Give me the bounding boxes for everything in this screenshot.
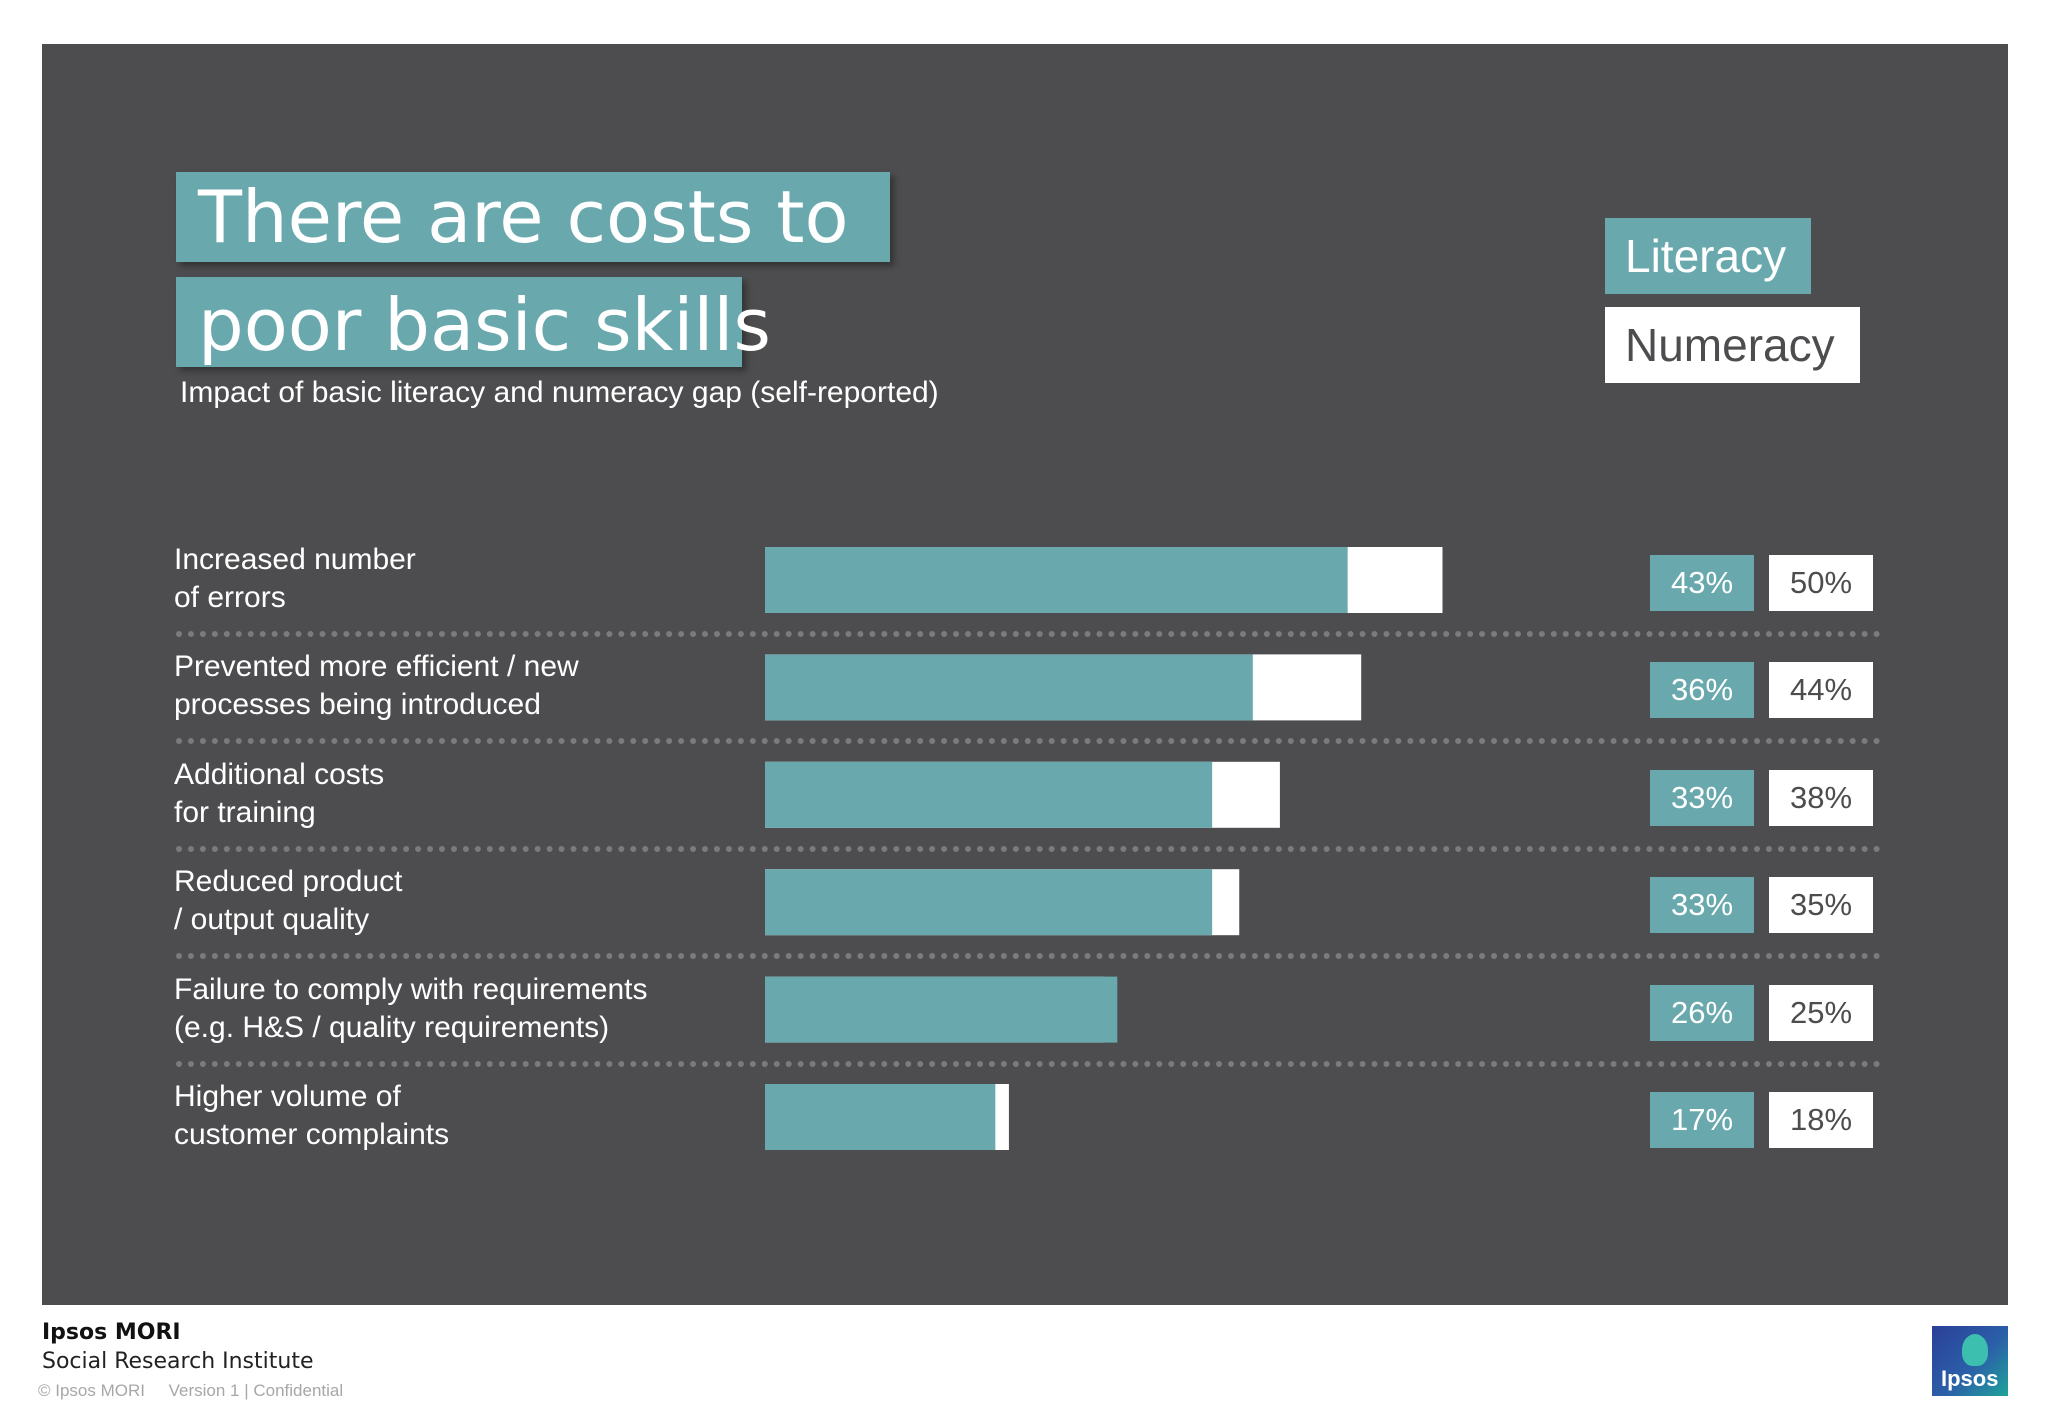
value-label-numeracy: 35%: [1769, 877, 1873, 934]
legend-literacy: Literacy: [1605, 218, 1811, 294]
category-label: Reduced product / output quality: [174, 865, 403, 937]
value-label-numeracy: 18%: [1769, 1092, 1873, 1148]
legend-numeracy: Numeracy: [1605, 307, 1860, 383]
row-divider: [176, 953, 1881, 960]
value-label-literacy: 36%: [1650, 662, 1754, 719]
legend-literacy-label: Literacy: [1625, 230, 1787, 282]
value-label-literacy: 17%: [1650, 1092, 1754, 1148]
category-label: Higher volume of customer complaints: [174, 1080, 450, 1151]
category-label: Failure to comply with requirements (e.g…: [174, 972, 648, 1044]
logo-text: Ipsos: [1941, 1366, 1999, 1391]
row-divider: [176, 1060, 1881, 1067]
category-label: Increased number of errors: [174, 543, 416, 614]
footer-brand: Ipsos MORI: [42, 1320, 181, 1345]
value-label-literacy: 43%: [1650, 555, 1754, 611]
value-label-numeracy: 38%: [1769, 769, 1873, 826]
chart-title-line-1: There are costs to: [176, 172, 890, 262]
value-label-literacy: 33%: [1650, 877, 1754, 934]
category-label: Additional costs for training: [174, 757, 385, 829]
footer-institute: Social Research Institute: [42, 1349, 314, 1374]
row-divider: [176, 738, 1881, 745]
legend-numeracy-label: Numeracy: [1625, 319, 1835, 371]
category-label: Prevented more efficient / new processes…: [174, 650, 579, 722]
value-label-literacy: 33%: [1650, 769, 1754, 826]
logo-head-icon: [1962, 1334, 1988, 1366]
chart-title-line-2: poor basic skills: [176, 277, 771, 367]
value-label-numeracy: 25%: [1769, 984, 1873, 1041]
footer-copyright: © Ipsos MORI Version 1 | Confidential: [38, 1381, 344, 1400]
row-divider: [176, 845, 1881, 852]
value-label-numeracy: 44%: [1769, 662, 1873, 719]
ipsos-logo: Ipsos: [1932, 1326, 2008, 1396]
chart-subtitle: Impact of basic literacy and numeracy ga…: [180, 376, 939, 409]
value-label-literacy: 26%: [1650, 984, 1754, 1041]
row-divider: [176, 631, 1881, 637]
value-label-numeracy: 50%: [1769, 555, 1873, 611]
